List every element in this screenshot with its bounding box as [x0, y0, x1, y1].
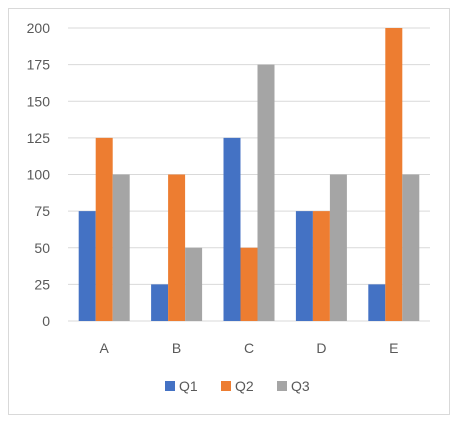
y-tick-label: 0	[42, 313, 50, 329]
y-tick-label: 50	[34, 240, 50, 256]
x-tick-label: C	[244, 340, 254, 356]
y-tick-label: 25	[34, 276, 50, 292]
legend: Q1 Q2 Q3	[165, 378, 310, 394]
bar-q1-b	[151, 284, 169, 321]
legend-label-q1: Q1	[179, 378, 198, 394]
legend-swatch-q3	[277, 381, 287, 391]
y-tick-label: 125	[27, 130, 51, 146]
x-tick-label: B	[172, 340, 181, 356]
y-axis-ticks: 0 25 50 75 100 125 150 175 200	[27, 20, 51, 329]
bar-q2-a	[95, 137, 113, 321]
x-tick-label: A	[100, 340, 110, 356]
x-tick-label: E	[389, 340, 398, 356]
bars	[78, 28, 420, 321]
legend-swatch-q1	[165, 381, 175, 391]
bar-q1-d	[295, 211, 313, 321]
legend-label-q3: Q3	[291, 378, 310, 394]
bar-q2-d	[312, 211, 330, 321]
bar-q1-e	[368, 284, 386, 321]
legend-label-q2: Q2	[235, 378, 254, 394]
x-axis-ticks: A B C D E	[100, 340, 399, 356]
y-tick-label: 175	[27, 57, 51, 73]
bar-q2-e	[385, 28, 403, 321]
bar-q1-a	[78, 211, 96, 321]
bar-q3-e	[402, 174, 420, 321]
x-tick-label: D	[316, 340, 326, 356]
y-tick-label: 150	[27, 93, 51, 109]
y-tick-label: 200	[27, 20, 51, 36]
bar-q3-b	[185, 247, 203, 321]
y-tick-label: 75	[34, 203, 50, 219]
bar-q3-c	[257, 64, 275, 321]
bar-q3-d	[329, 174, 347, 321]
legend-swatch-q2	[221, 381, 231, 391]
bar-q2-b	[168, 174, 186, 321]
bar-q3-a	[112, 174, 130, 321]
y-tick-label: 100	[27, 167, 51, 183]
bar-q2-c	[240, 247, 258, 321]
bar-q1-c	[223, 137, 241, 321]
